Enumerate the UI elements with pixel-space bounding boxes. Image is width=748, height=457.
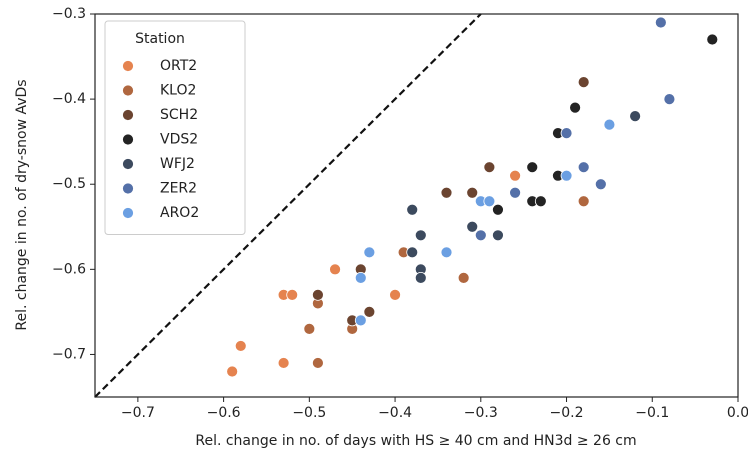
point	[440, 246, 453, 259]
point	[414, 271, 427, 284]
point	[560, 127, 573, 140]
y-tick-label: −0.3	[52, 6, 86, 22]
legend-label: VDS2	[160, 132, 198, 148]
point	[329, 263, 341, 276]
point	[414, 229, 427, 242]
point	[492, 203, 504, 216]
point	[492, 229, 504, 242]
y-tick-label: −0.5	[52, 176, 86, 192]
point	[406, 246, 419, 259]
legend-title: Station	[135, 31, 185, 47]
legend-box	[104, 20, 246, 235]
point	[577, 76, 590, 88]
point	[534, 195, 547, 208]
point	[363, 305, 376, 318]
point	[594, 178, 607, 191]
point	[560, 169, 573, 182]
point	[457, 271, 470, 284]
point	[354, 271, 367, 284]
point	[474, 229, 487, 242]
point	[629, 110, 642, 123]
legend-marker	[122, 158, 134, 170]
point	[509, 186, 521, 199]
legend-marker	[122, 60, 134, 72]
legend-marker	[122, 182, 134, 195]
point	[234, 340, 247, 352]
point	[654, 16, 667, 29]
plot-frame	[94, 13, 739, 398]
point	[569, 101, 582, 114]
point	[226, 365, 239, 378]
y-axis-label: Rel. change in no. of dry-snow AvDs	[14, 79, 30, 330]
point	[303, 323, 316, 335]
point	[577, 195, 590, 208]
point	[509, 169, 521, 182]
x-tick-label: 0.0	[727, 405, 748, 421]
point	[312, 357, 324, 369]
point	[603, 118, 616, 131]
point	[483, 161, 496, 174]
point	[406, 203, 419, 216]
point	[440, 186, 453, 199]
legend-label: ZER2	[160, 181, 197, 197]
point	[466, 186, 479, 199]
legend-marker	[122, 109, 134, 121]
x-tick-label: −0.2	[550, 405, 584, 421]
point	[577, 161, 590, 174]
reference-line	[94, 13, 482, 398]
x-tick-label: −0.7	[121, 405, 155, 421]
x-tick-label: −0.4	[378, 405, 412, 421]
point	[286, 288, 299, 301]
point	[389, 288, 401, 301]
x-axis-label: Rel. change in no. of days with HS ≥ 40 …	[195, 433, 636, 449]
legend-label: ORT2	[160, 58, 197, 74]
x-tick-label: −0.6	[207, 405, 241, 421]
point	[312, 288, 324, 301]
point	[483, 195, 496, 208]
point	[363, 246, 376, 259]
legend-marker	[122, 84, 134, 97]
legend-label: SCH2	[160, 107, 198, 123]
point	[277, 357, 290, 369]
y-tick-label: −0.4	[52, 91, 86, 107]
x-tick-label: −0.1	[635, 405, 669, 421]
legend-marker	[122, 207, 134, 219]
legend-marker	[122, 133, 134, 146]
x-tick-label: −0.3	[464, 405, 498, 421]
legend-label: KLO2	[160, 83, 196, 99]
y-tick-label: −0.7	[52, 346, 86, 362]
point	[663, 93, 676, 106]
point	[354, 314, 367, 327]
y-tick-label: −0.6	[52, 261, 86, 277]
x-tick-label: −0.5	[292, 405, 326, 421]
point	[526, 161, 539, 174]
legend-label: WFJ2	[160, 156, 195, 172]
point	[466, 220, 479, 233]
point	[706, 33, 719, 46]
legend-label: ARO2	[160, 205, 199, 221]
